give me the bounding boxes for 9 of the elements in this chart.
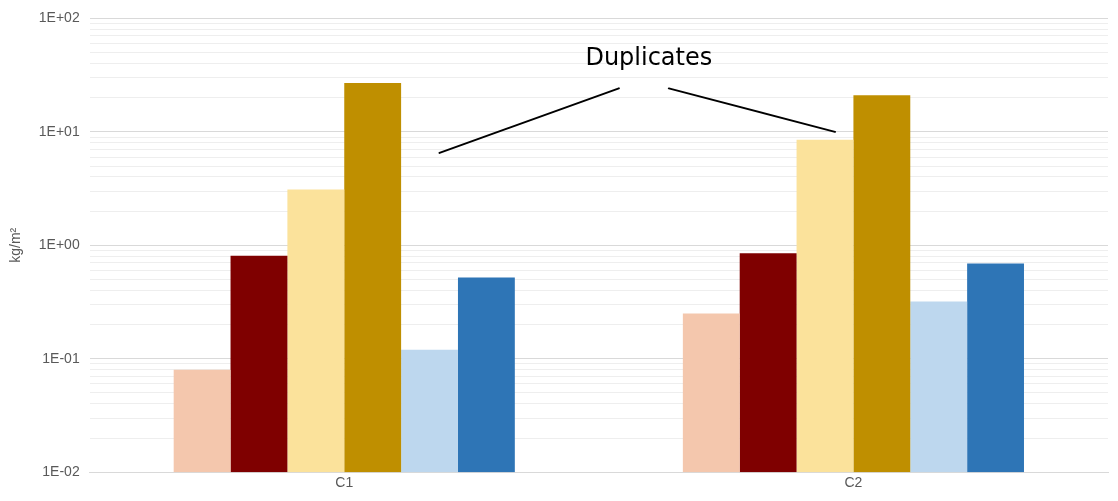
y-axis-title: kg/m² bbox=[7, 227, 24, 263]
y-tick-label: 1E+02 bbox=[38, 9, 80, 26]
x-tick-label: C1 bbox=[335, 474, 354, 491]
annotation: Duplicates bbox=[585, 42, 713, 71]
y-tick-label: 1E-02 bbox=[42, 463, 80, 480]
y-tick-label: 1E+01 bbox=[38, 122, 80, 139]
x-tick-label: C2 bbox=[844, 474, 863, 491]
y-tick-label: 1E+00 bbox=[38, 236, 80, 253]
y-tick-label: 1E-01 bbox=[42, 349, 80, 366]
